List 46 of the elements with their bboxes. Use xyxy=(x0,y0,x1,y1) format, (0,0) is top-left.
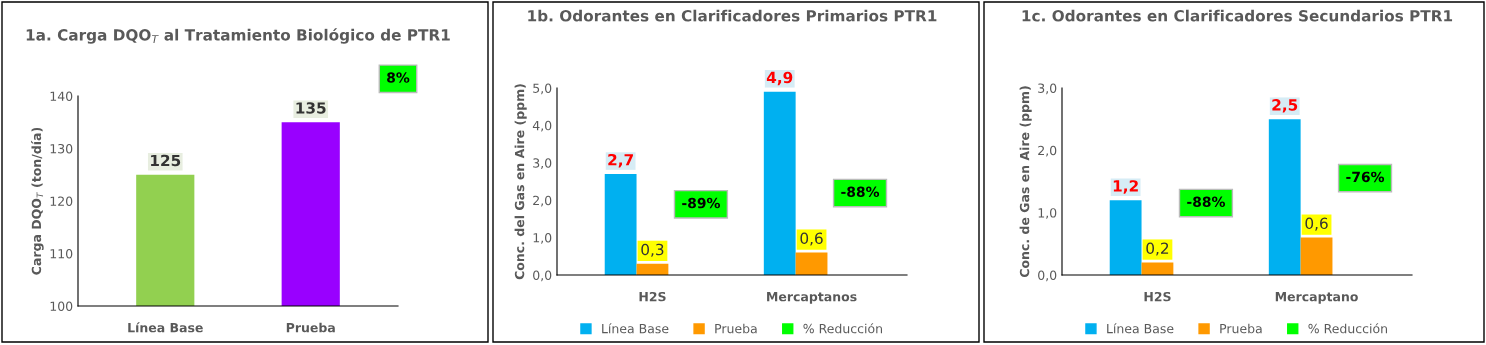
data-label: 1,2 xyxy=(1113,180,1138,194)
text: -89% xyxy=(682,197,720,209)
y-tick-label: 3,0 xyxy=(533,158,552,169)
data-label: 0,6 xyxy=(800,232,823,246)
legend-label: % Reducción xyxy=(1308,323,1387,334)
y-tick-label: 130 xyxy=(50,143,73,154)
bar xyxy=(1268,119,1301,275)
x-tick-label: H2S xyxy=(639,291,666,302)
y-tick-label: 110 xyxy=(50,248,73,259)
data-label: 2,5 xyxy=(1272,99,1298,113)
data-label: 2,7 xyxy=(608,153,633,168)
chart-title: 1b. Odorantes en Clarificadores Primarios PTR1 xyxy=(528,9,937,22)
legend-label: % Reducción xyxy=(803,323,882,334)
y-tick-label: 0,0 xyxy=(533,270,552,282)
y-tick-label: 5,0 xyxy=(533,83,552,95)
x-tick-label: Mercaptano xyxy=(1275,292,1358,304)
x-tick-label: Mercaptanos xyxy=(767,292,857,304)
y-axis-title: Conc. del Gas en Aire (ppm) xyxy=(514,84,527,280)
y-tick-label: 100 xyxy=(50,301,73,311)
bar xyxy=(604,174,637,275)
y-axis-title: Carga DQO$_{T}$ (ton/día) xyxy=(30,127,44,275)
y-tick-label: 0,0 xyxy=(1038,270,1057,282)
data-label: 135 xyxy=(296,102,326,114)
y-axis-title: Conc. de Gas en Aire (ppm) xyxy=(1019,86,1032,278)
bar xyxy=(763,91,796,275)
chart-title: 1c. Odorantes en Clarificadores Secundarios PTR1 xyxy=(1022,9,1453,22)
data-label: 0,6 xyxy=(1305,217,1328,231)
y-tick-label: 120 xyxy=(50,196,73,206)
y-tick-label: 1,0 xyxy=(1038,208,1057,219)
y-tick-label: 2,0 xyxy=(533,195,552,207)
text: -88% xyxy=(1187,196,1225,208)
y-tick-label: 2,0 xyxy=(1038,145,1057,157)
y-tick-label: 140 xyxy=(50,91,73,101)
text: -76% xyxy=(1346,171,1385,183)
text: -88% xyxy=(841,186,880,198)
chart-title: 1a. Carga DQO$_{T}$ al Tratamiento Biológico de PTR1 xyxy=(26,28,450,44)
y-tick-label: 4,0 xyxy=(532,120,552,132)
y-tick-label: 3,0 xyxy=(1038,83,1057,95)
data-label: 125 xyxy=(151,154,181,167)
data-label: 0,2 xyxy=(1146,242,1169,256)
data-label: 4,9 xyxy=(766,71,793,86)
data-label: 0,3 xyxy=(641,243,664,257)
y-tick-label: 1,0 xyxy=(533,233,552,244)
bar xyxy=(1109,200,1142,275)
x-tick-label: H2S xyxy=(1144,291,1171,302)
text: 8% xyxy=(387,72,410,83)
